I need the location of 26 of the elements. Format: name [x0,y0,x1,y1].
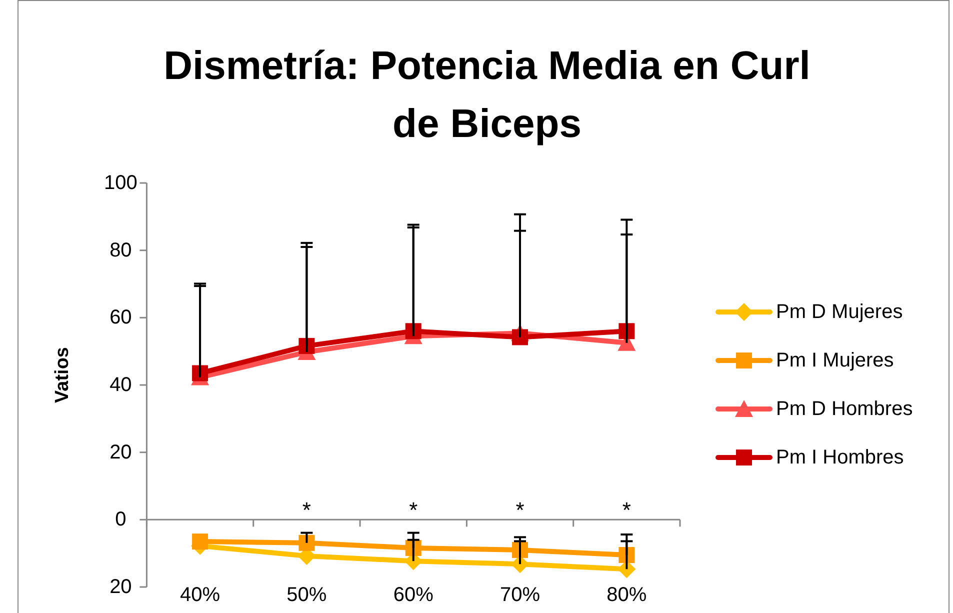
legend-label: Pm D Hombres [776,398,913,420]
point [512,329,528,346]
y-tick-label: 80 [110,239,132,262]
legend-label: Pm I Hombres [776,446,904,468]
y-tick-label: 40 [110,374,132,396]
x-tick-label: 60% [393,584,434,606]
annotation: * [622,498,632,523]
point [192,534,208,550]
point [298,534,315,551]
point [192,365,208,382]
y-tick-label: 100 [104,172,138,194]
y-tick-label: 60 [110,306,132,329]
legend-label: Pm D Mujeres [776,301,903,323]
y-axis-title: Vatios [52,347,73,403]
chart-title: Dismetría: Potencia Media en Curl de Biceps [164,44,810,146]
x-tick-label: 70% [500,584,540,606]
legend-label: Pm I Mujeres [776,350,894,372]
x-tick-label: 50% [286,584,327,606]
annotation: * [516,498,525,523]
y-tick-label: 20 [110,576,132,598]
y-tick-label: 20 [110,441,132,464]
y-tick-label: 0 [115,508,126,531]
x-tick-label: 80% [606,584,647,606]
x-tick-label: 40% [180,584,220,606]
annotation: * [409,498,418,523]
annotation: * [302,498,312,523]
